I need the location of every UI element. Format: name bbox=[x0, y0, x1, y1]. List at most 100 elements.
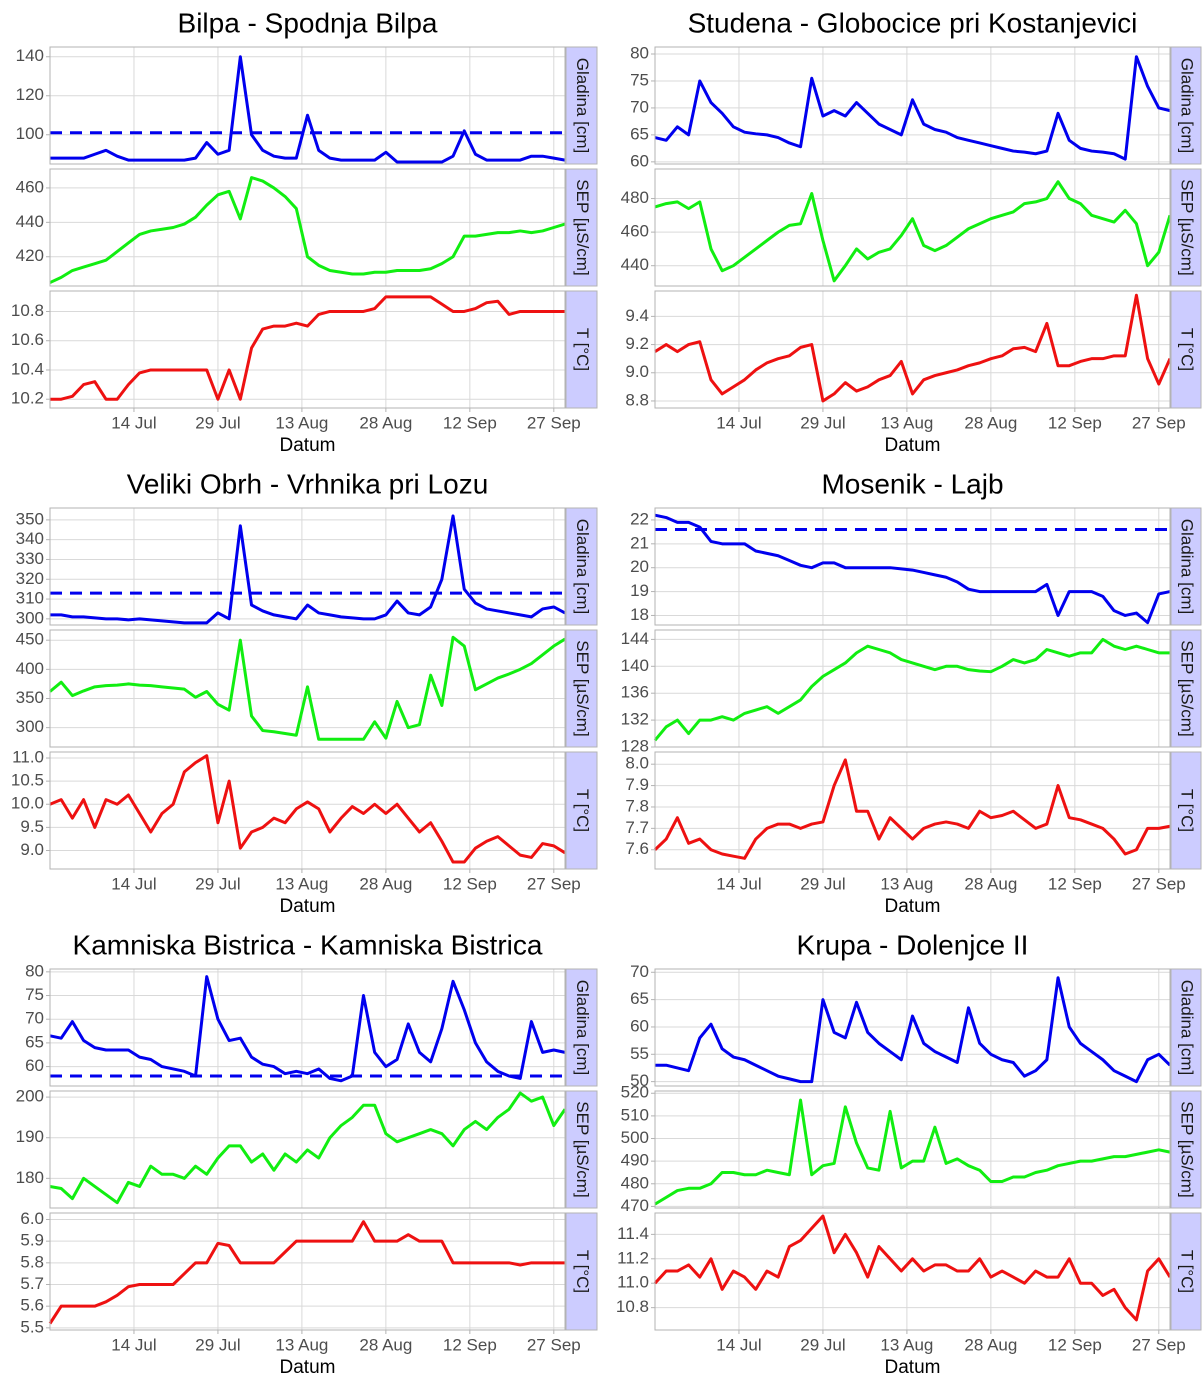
x-tick-label: 29 Jul bbox=[195, 874, 240, 893]
strip-label: T [°C] bbox=[573, 789, 592, 832]
y-tick-label: 7.6 bbox=[625, 839, 649, 858]
x-tick-label: 13 Aug bbox=[880, 874, 933, 893]
panel-background bbox=[50, 169, 565, 286]
y-tick-label: 65 bbox=[630, 989, 649, 1008]
y-tick-label: 60 bbox=[25, 1056, 44, 1075]
x-tick-label: 13 Aug bbox=[880, 413, 933, 432]
y-tick-label: 7.8 bbox=[625, 796, 649, 815]
y-tick-label: 75 bbox=[25, 985, 44, 1004]
y-tick-label: 200 bbox=[16, 1087, 44, 1106]
strip bbox=[565, 1212, 598, 1331]
data-line bbox=[654, 1098, 1171, 1206]
y-tick-label: 5.6 bbox=[20, 1296, 44, 1315]
data-line bbox=[49, 1091, 567, 1205]
x-tick-label: 28 Aug bbox=[964, 874, 1017, 893]
strip bbox=[1170, 968, 1202, 1087]
y-tick-label: 70 bbox=[630, 97, 649, 116]
strip-label: T [°C] bbox=[1178, 789, 1197, 832]
y-tick-label: 10.8 bbox=[11, 301, 44, 320]
strip-label: Gladina [cm] bbox=[573, 58, 592, 153]
y-tick-label: 20 bbox=[630, 557, 649, 576]
x-tick-label: 13 Aug bbox=[880, 1335, 933, 1354]
y-tick-label: 11.2 bbox=[617, 1248, 649, 1267]
y-tick-label: 144 bbox=[621, 629, 649, 648]
y-tick-label: 11.0 bbox=[617, 1273, 649, 1292]
x-tick-label: 28 Aug bbox=[359, 413, 412, 432]
x-tick-label: 12 Sep bbox=[443, 1335, 497, 1354]
x-tick-label: 27 Sep bbox=[1132, 413, 1186, 432]
panel-background bbox=[50, 508, 565, 625]
strip bbox=[1170, 507, 1202, 626]
x-tick-label: 29 Jul bbox=[195, 413, 240, 432]
strip bbox=[565, 290, 598, 409]
strip-label: Gladina [cm] bbox=[573, 519, 592, 614]
strip bbox=[1170, 751, 1202, 870]
x-tick-label: 12 Sep bbox=[443, 874, 497, 893]
strip-label: SEP [µS/cm] bbox=[573, 179, 592, 275]
y-tick-label: 11.0 bbox=[12, 747, 44, 766]
y-tick-label: 10.6 bbox=[11, 330, 44, 349]
strip-label: Gladina [cm] bbox=[1178, 519, 1197, 614]
panel-background bbox=[655, 47, 1170, 164]
y-tick-label: 480 bbox=[621, 188, 649, 207]
y-tick-label: 75 bbox=[630, 70, 649, 89]
y-tick-label: 140 bbox=[621, 656, 649, 675]
panel-border bbox=[654, 290, 1171, 409]
chart-title: Studena - Globocice pri Kostanjevici bbox=[688, 7, 1138, 38]
data-line bbox=[49, 754, 566, 864]
data-line bbox=[50, 55, 566, 164]
y-tick-label: 320 bbox=[16, 569, 44, 588]
x-tick-label: 28 Aug bbox=[964, 1335, 1017, 1354]
x-axis-label: Datum bbox=[885, 1357, 941, 1377]
panel-background bbox=[655, 969, 1170, 1086]
y-tick-label: 450 bbox=[16, 630, 44, 649]
y-tick-label: 10.2 bbox=[11, 389, 44, 408]
panel-background bbox=[655, 1091, 1170, 1208]
strip-label: T [°C] bbox=[1178, 1250, 1197, 1293]
strip-label: SEP [µS/cm] bbox=[1178, 179, 1197, 275]
y-tick-label: 350 bbox=[16, 688, 44, 707]
data-line bbox=[653, 637, 1170, 742]
data-line bbox=[49, 176, 566, 284]
y-tick-label: 510 bbox=[621, 1105, 649, 1124]
y-tick-label: 350 bbox=[16, 509, 44, 528]
x-tick-label: 12 Sep bbox=[1048, 874, 1102, 893]
strip bbox=[565, 507, 598, 626]
y-tick-label: 5.9 bbox=[20, 1231, 44, 1250]
y-tick-label: 470 bbox=[621, 1196, 649, 1215]
y-tick-label: 310 bbox=[16, 589, 44, 608]
x-tick-label: 27 Sep bbox=[527, 1335, 581, 1354]
data-line bbox=[654, 293, 1172, 403]
y-tick-label: 300 bbox=[16, 608, 44, 627]
data-line bbox=[50, 514, 566, 625]
panel-background bbox=[50, 47, 565, 164]
chart-title: Mosenik - Lajb bbox=[821, 468, 1003, 499]
x-tick-label: 12 Sep bbox=[443, 413, 497, 432]
x-tick-label: 13 Aug bbox=[275, 874, 328, 893]
panel-border bbox=[654, 1212, 1171, 1331]
panel-background bbox=[655, 752, 1170, 869]
y-tick-label: 70 bbox=[25, 1009, 44, 1028]
x-tick-label: 28 Aug bbox=[359, 874, 412, 893]
panel-border bbox=[49, 507, 566, 626]
y-tick-label: 60 bbox=[630, 151, 649, 170]
data-line bbox=[654, 180, 1172, 283]
y-tick-label: 60 bbox=[630, 1016, 649, 1035]
y-tick-label: 70 bbox=[630, 962, 649, 981]
panel-background bbox=[655, 169, 1170, 286]
y-tick-label: 490 bbox=[621, 1151, 649, 1170]
strip bbox=[1170, 168, 1202, 287]
chart-title: Kamniska Bistrica - Kamniska Bistrica bbox=[73, 929, 543, 960]
x-tick-label: 12 Sep bbox=[1048, 1335, 1102, 1354]
strip bbox=[565, 46, 598, 165]
strip-label: T [°C] bbox=[573, 328, 592, 371]
strip-label: T [°C] bbox=[1178, 328, 1197, 371]
data-line bbox=[653, 1214, 1172, 1322]
panel-background bbox=[50, 969, 565, 1086]
y-tick-label: 120 bbox=[16, 85, 44, 104]
chart-title: Bilpa - Spodnja Bilpa bbox=[178, 7, 438, 38]
x-tick-label: 29 Jul bbox=[195, 1335, 240, 1354]
panel-border bbox=[49, 1212, 566, 1331]
x-tick-label: 28 Aug bbox=[359, 1335, 412, 1354]
strip bbox=[1170, 290, 1202, 409]
